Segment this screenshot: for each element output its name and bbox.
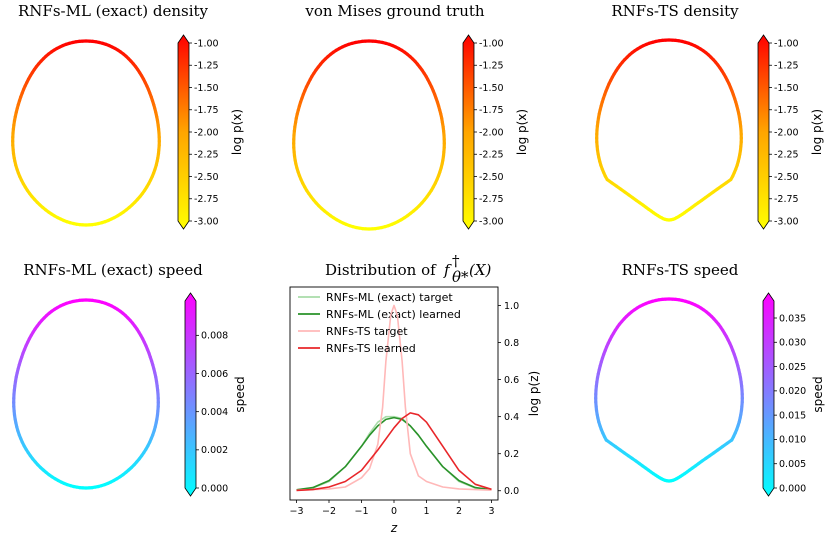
- colorbar-tick-label: -2.00: [479, 127, 504, 138]
- vm-density-curve: [292, 39, 446, 231]
- colorbar-tick-label: -1.50: [194, 83, 219, 94]
- colorbar-tick-label: 0.025: [779, 362, 806, 373]
- colorbar-tick-label: -2.25: [194, 150, 219, 161]
- colorbar-tick-label: 0.030: [779, 338, 806, 349]
- colorbar-tick-label: -2.50: [194, 172, 219, 183]
- series-line-3: [296, 412, 492, 492]
- y-tick-label: 0.0: [504, 486, 519, 497]
- ml-speed-curve: [12, 298, 160, 490]
- vm-density-colorbar: -1.00 -1.25 -1.50 -1.75 -2.00 -2.25 -2.50 -2.75…: [462, 34, 529, 230]
- colorbar-label: log p(x): [230, 109, 244, 155]
- colorbar-tick-label: -2.75: [774, 194, 799, 205]
- colorbar-strip: [762, 292, 775, 497]
- colorbar-tick-label: -1.00: [194, 38, 219, 49]
- colorbar-tick-label: 0.000: [779, 483, 806, 494]
- colorbar-tick-label: -1.75: [194, 105, 219, 116]
- title-vm-density: von Mises ground truth: [304, 2, 485, 20]
- colorbar-tick-label: 0.020: [779, 386, 806, 397]
- y-tick-label: 0.2: [504, 449, 519, 460]
- plot-frame: [289, 286, 499, 501]
- colorbar-label: speed: [233, 376, 247, 412]
- x-tick-label: 2: [456, 506, 462, 517]
- colorbar-strip: [462, 34, 475, 230]
- ts-speed-colorbar: 0.000 0.005 0.010 0.015 0.020 0.025 0.030 0.035…: [762, 292, 825, 497]
- colorbar-tick-label: -2.50: [479, 172, 504, 183]
- title-dist-f: f: [443, 261, 452, 279]
- colorbar-tick-label: -2.25: [479, 150, 504, 161]
- x-tick-label: 1: [423, 506, 429, 517]
- colorbar-strip: [177, 34, 190, 230]
- title-dist: Distribution of f † θ* (X): [325, 252, 492, 286]
- colorbar-tick-label: -2.75: [194, 194, 219, 205]
- colorbar-strip: [757, 34, 770, 230]
- colorbar-label: speed: [811, 376, 825, 412]
- colorbar-tick-label: -2.75: [479, 194, 504, 205]
- colorbar-tick-label: -2.00: [194, 127, 219, 138]
- colorbar-tick-label: -2.00: [774, 127, 799, 138]
- ml-density-colorbar: -1.00 -1.25 -1.50 -1.75 -2.00 -2.25 -2.50 -2.75…: [177, 34, 244, 230]
- colorbar-tick-label: -1.25: [774, 61, 799, 72]
- ts-density-curve: [595, 38, 743, 222]
- colorbar-tick-label: 0.008: [201, 331, 228, 342]
- legend-label: RNFs-ML (exact) target: [326, 291, 453, 304]
- colorbar-tick-label: -1.25: [479, 61, 504, 72]
- colorbar-tick-label: 0.015: [779, 410, 806, 421]
- ts-density-colorbar: -1.00 -1.25 -1.50 -1.75 -2.00 -2.25 -2.50 -2.75…: [757, 34, 824, 230]
- colorbar-tick-label: -3.00: [479, 216, 504, 227]
- title-dist-arg: (X): [469, 261, 492, 279]
- colorbar-label: log p(x): [515, 109, 529, 155]
- x-tick-label: 0: [391, 506, 397, 517]
- colorbar-tick-label: -1.75: [479, 105, 504, 116]
- title-ml-density: RNFs-ML (exact) density: [18, 2, 209, 20]
- colorbar-tick-label: 0.005: [779, 459, 806, 470]
- colorbar-tick-label: -1.50: [479, 83, 504, 94]
- title-ts-speed: RNFs-TS speed: [622, 261, 739, 279]
- colorbar-tick-label: -1.25: [194, 61, 219, 72]
- x-tick-label: −3: [289, 506, 303, 517]
- colorbar-tick-label: -1.50: [774, 83, 799, 94]
- colorbar-strip: [184, 292, 197, 497]
- x-tick-label: −2: [322, 506, 336, 517]
- colorbar-tick-label: 0.010: [779, 435, 806, 446]
- title-ml-speed: RNFs-ML (exact) speed: [23, 261, 203, 279]
- colorbar-tick-label: -1.00: [479, 38, 504, 49]
- title-dist-sup: †: [452, 252, 460, 270]
- y-axis-label: log p(z): [527, 371, 541, 416]
- y-tick-label: 1.0: [504, 301, 519, 312]
- colorbar-tick-label: -2.50: [774, 172, 799, 183]
- colorbar-tick-label: -2.25: [774, 150, 799, 161]
- ml-density-curve: [11, 39, 161, 227]
- x-tick-label: −1: [354, 506, 368, 517]
- title-ts-density: RNFs-TS density: [611, 2, 739, 20]
- colorbar-tick-label: 0.000: [201, 483, 228, 494]
- y-tick-label: 0.8: [504, 338, 519, 349]
- colorbar-tick-label: 0.035: [779, 313, 806, 324]
- y-tick-label: 0.6: [504, 375, 519, 386]
- ts-speed-curve: [594, 297, 744, 483]
- title-dist-sub: θ*: [452, 268, 469, 286]
- x-tick-label: 3: [488, 506, 494, 517]
- colorbar-tick-label: -3.00: [774, 216, 799, 227]
- colorbar-tick-label: -1.00: [774, 38, 799, 49]
- series-line-2: [296, 304, 492, 491]
- distribution-plot: −3 −2 −1 0 1 2 3 0.0 0.2 0.4 0.6 0.8 1.0 z log p(z) RNF…: [289, 286, 541, 535]
- legend-label: RNFs-ML (exact) learned: [326, 308, 461, 321]
- colorbar-tick-label: -1.75: [774, 105, 799, 116]
- x-axis-label: z: [390, 521, 398, 535]
- y-tick-label: 0.4: [504, 412, 519, 423]
- ml-speed-colorbar: 0.000 0.002 0.004 0.006 0.008 speed: [184, 292, 247, 497]
- legend-label: RNFs-TS target: [326, 325, 408, 338]
- colorbar-tick-label: 0.002: [201, 445, 228, 456]
- series-line-1: [296, 416, 492, 491]
- colorbar-tick-label: 0.004: [201, 407, 228, 418]
- title-dist-text: Distribution of: [325, 261, 437, 279]
- colorbar-tick-label: -3.00: [194, 216, 219, 227]
- colorbar-label: log p(x): [810, 109, 824, 155]
- colorbar-tick-label: 0.006: [201, 369, 228, 380]
- legend-label: RNFs-TS learned: [326, 342, 416, 355]
